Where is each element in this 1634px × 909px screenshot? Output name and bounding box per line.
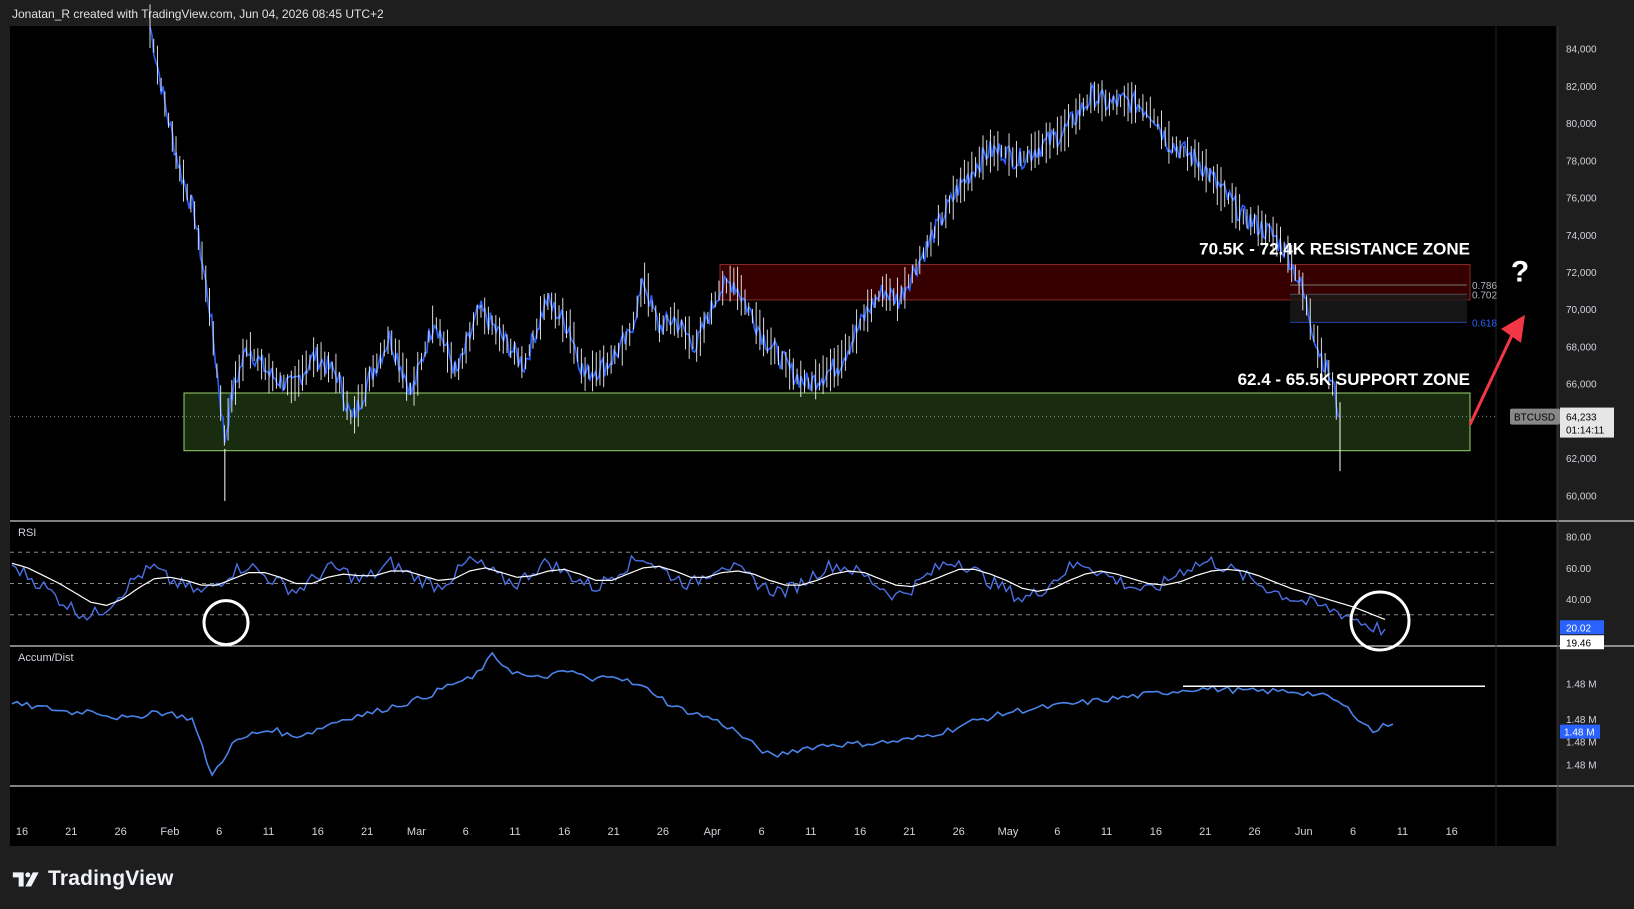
rsi-tick-label: 80.00 [1566, 533, 1591, 544]
time-tick-label: Apr [704, 826, 721, 838]
price-tick-label: 68,000 [1566, 342, 1597, 353]
time-tick-label: Feb [160, 826, 179, 838]
price-tick-label: 78,000 [1566, 156, 1597, 167]
accum-dist-title: Accum/Dist [18, 652, 74, 664]
support-zone[interactable] [183, 392, 1471, 452]
rsi-tick-label: 40.00 [1566, 595, 1591, 606]
accum-dist-last-value: 1.48 M [1564, 728, 1595, 739]
upside-arrow-shaft[interactable] [1468, 328, 1517, 426]
rsi-ma-last-value: 19.46 [1566, 638, 1591, 649]
last-price-box [1560, 407, 1614, 438]
fib-label-0.786: 0.786 [1472, 281, 1497, 292]
price-tick-label: 76,000 [1566, 194, 1597, 205]
price-tick-label: 66,000 [1566, 380, 1597, 391]
price-tick-label: 84,000 [1566, 45, 1597, 56]
countdown-label: 01:14:11 [1566, 426, 1605, 437]
rsi-tick-label: 60.00 [1566, 564, 1591, 575]
price-tick-label: 80,000 [1566, 119, 1597, 130]
accum-dist-tick-label: 1.48 M [1566, 738, 1597, 749]
time-tick-label: 21 [607, 826, 619, 838]
rsi-last-value: 20.02 [1566, 623, 1591, 634]
rsi-line[interactable] [11, 554, 1386, 637]
accum-dist-line[interactable] [11, 651, 1394, 777]
time-tick-label: 16 [16, 826, 28, 838]
upside-arrow-head[interactable] [1501, 314, 1525, 343]
price-tick-label: 82,000 [1566, 82, 1597, 93]
fib-band [1290, 294, 1467, 323]
tradingview-brand[interactable]: TradingView [12, 866, 174, 892]
time-tick-label: 26 [1248, 826, 1260, 838]
time-tick-label: 16 [312, 826, 324, 838]
chart-credit: Jonatan_R created with TradingView.com, … [12, 7, 384, 21]
rsi-oversold-circle-jun[interactable] [1349, 590, 1411, 652]
time-tick-label: Mar [407, 826, 426, 838]
price-tick-label: 70,000 [1566, 305, 1597, 316]
time-tick-label: 21 [361, 826, 373, 838]
time-tick-label: Jun [1295, 826, 1313, 838]
time-tick-label: 6 [1054, 826, 1060, 838]
time-tick-label: 21 [903, 826, 915, 838]
time-tick-label: May [998, 826, 1019, 838]
time-tick-label: 6 [216, 826, 222, 838]
time-tick-label: 11 [1397, 826, 1408, 838]
time-tick-label: 21 [1199, 826, 1211, 838]
price-tick-label: 60,000 [1566, 491, 1597, 502]
time-tick-label: 16 [1446, 826, 1458, 838]
time-tick-label: 11 [263, 826, 274, 838]
time-tick-label: 6 [463, 826, 469, 838]
time-tick-label: 26 [953, 826, 965, 838]
time-tick-label: 26 [114, 826, 126, 838]
fib-label-0.618: 0.618 [1472, 318, 1497, 329]
price-tick-label: 74,000 [1566, 231, 1597, 242]
time-tick-label: 11 [805, 826, 816, 838]
rsi-title: RSI [18, 527, 36, 539]
accum-dist-tick-label: 1.48 M [1566, 715, 1597, 726]
time-tick-label: 16 [558, 826, 570, 838]
accum-dist-last-box [1560, 724, 1600, 739]
rsi-ma-last-box [1560, 635, 1604, 650]
question-mark[interactable]: ? [1511, 255, 1529, 288]
rsi-last-box [1560, 620, 1604, 635]
time-tick-label: 16 [1150, 826, 1162, 838]
accum-dist-tick-label: 1.48 M [1566, 680, 1597, 691]
last-price-label: 64,233 [1566, 413, 1597, 424]
rsi-ma-line[interactable] [11, 562, 1386, 620]
time-tick-label: 6 [1350, 826, 1356, 838]
time-tick-label: 11 [1101, 826, 1112, 838]
accum-dist-tick-label: 1.48 M [1566, 760, 1597, 771]
time-tick-label: 26 [657, 826, 669, 838]
header-bar: Jonatan_R created with TradingView.com, … [0, 0, 1634, 26]
symbol-tag-label: BTCUSD [1514, 413, 1555, 424]
price-tick-label: 72,000 [1566, 268, 1597, 279]
support-zone-label[interactable]: 62.4 - 65.5K SUPPORT ZONE [1238, 370, 1470, 389]
time-tick-label: 21 [65, 826, 77, 838]
price-axis[interactable] [1496, 26, 1556, 846]
symbol-tag [1510, 408, 1560, 425]
fib-label-0.702: 0.702 [1472, 290, 1497, 301]
price-tick-label: 62,000 [1566, 454, 1597, 465]
rsi-oversold-circle-feb[interactable] [202, 599, 250, 647]
brand-name: TradingView [48, 867, 174, 890]
time-tick-label: 6 [758, 826, 764, 838]
time-tick-label: 16 [854, 826, 866, 838]
resistance-zone-label[interactable]: 70.5K - 72.4K RESISTANCE ZONE [1199, 240, 1470, 259]
tradingview-logo-icon [12, 872, 39, 887]
time-tick-label: 11 [509, 826, 520, 838]
